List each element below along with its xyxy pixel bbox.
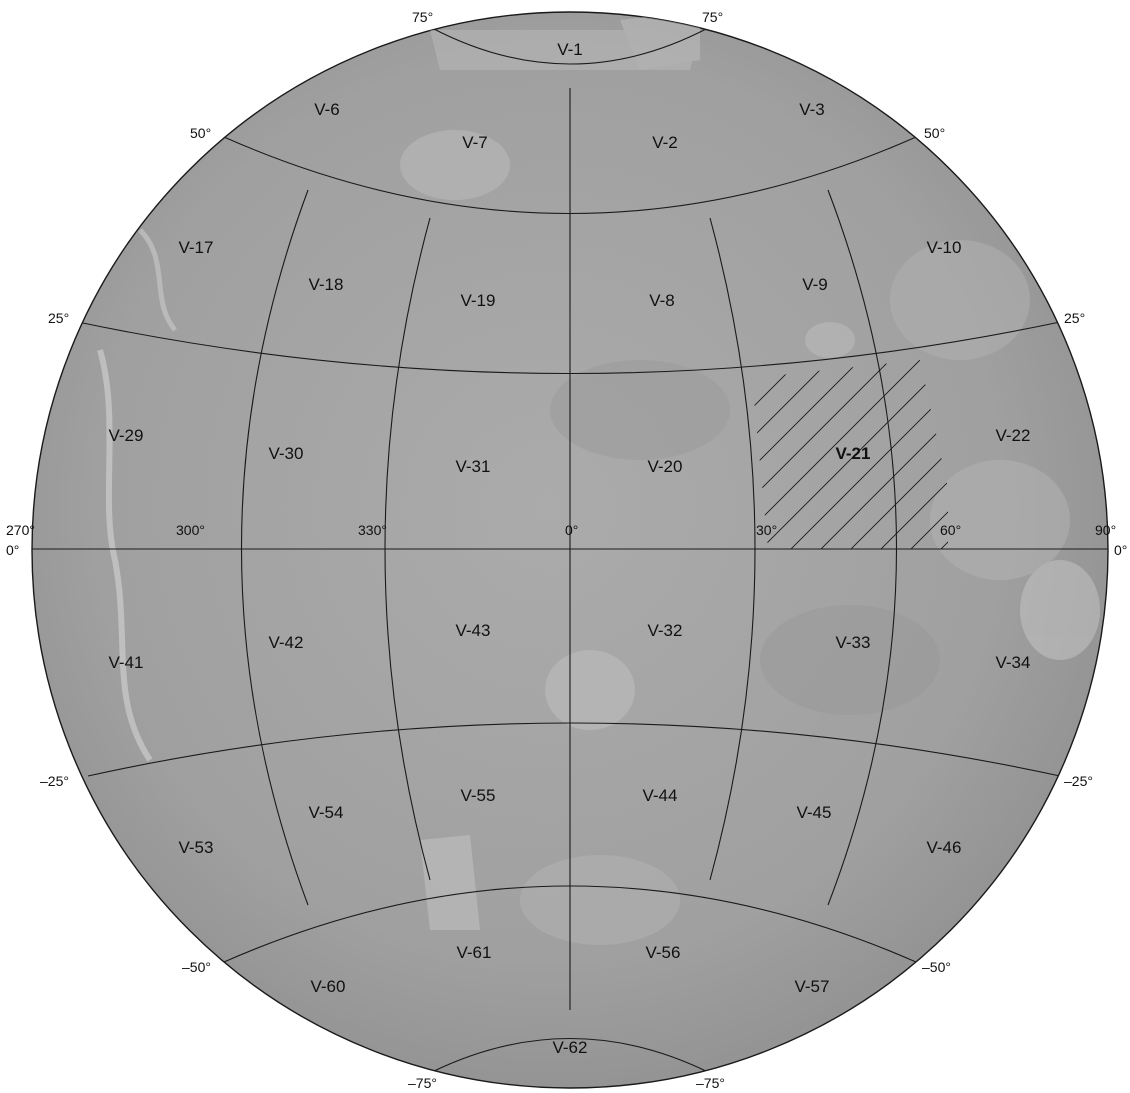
label-v29: V-29 xyxy=(109,426,144,445)
longitude-labels: 270° 300° 330° 0° 30° 60° 90° xyxy=(6,522,1116,538)
latitude-labels: 75° 75° 50° 50° 25° 25° 0° 0° –25° –25° … xyxy=(6,9,1127,1091)
lat-label-s25-right: –25° xyxy=(1064,773,1093,789)
label-v43: V-43 xyxy=(456,621,491,640)
label-v31: V-31 xyxy=(456,457,491,476)
label-v53: V-53 xyxy=(179,838,214,857)
label-v42: V-42 xyxy=(269,633,304,652)
lon-label-30: 30° xyxy=(756,522,777,538)
lat-label-n75-right: 75° xyxy=(702,9,723,25)
label-v54: V-54 xyxy=(309,803,344,822)
label-v41: V-41 xyxy=(109,653,144,672)
label-v62: V-62 xyxy=(553,1038,588,1057)
lon-label-90: 90° xyxy=(1095,522,1116,538)
lat-label-s25-left: –25° xyxy=(40,773,69,789)
label-v61: V-61 xyxy=(457,943,492,962)
lat-label-eq-right: 0° xyxy=(1114,542,1127,558)
label-v18: V-18 xyxy=(309,275,344,294)
lon-label-300: 300° xyxy=(176,522,205,538)
graticule xyxy=(32,27,1108,1073)
lat-label-s75-left: –75° xyxy=(408,1075,437,1091)
surface-texture xyxy=(97,12,1100,945)
label-v22: V-22 xyxy=(996,426,1031,445)
lat-label-eq-left: 0° xyxy=(6,542,19,558)
label-v19: V-19 xyxy=(461,291,496,310)
lon-label-270: 270° xyxy=(6,522,35,538)
label-v33: V-33 xyxy=(836,633,871,652)
label-v8: V-8 xyxy=(649,291,675,310)
lat-label-n50-right: 50° xyxy=(924,125,945,141)
label-v21: V-21 xyxy=(836,444,871,463)
label-v44: V-44 xyxy=(643,786,678,805)
label-v1: V-1 xyxy=(557,40,583,59)
label-v56: V-56 xyxy=(646,943,681,962)
lat-label-n25-right: 25° xyxy=(1064,310,1085,326)
label-v6: V-6 xyxy=(314,100,340,119)
label-v20: V-20 xyxy=(648,457,683,476)
quadrangle-labels: V-1 V-2 V-3 V-6 V-7 V-8 V-9 V-10 V-17 V-… xyxy=(109,40,1031,1057)
label-v60: V-60 xyxy=(311,977,346,996)
label-v7: V-7 xyxy=(462,133,488,152)
label-v17: V-17 xyxy=(179,238,214,257)
label-v30: V-30 xyxy=(269,444,304,463)
lat-label-s75-right: –75° xyxy=(696,1075,725,1091)
lat-label-n50-left: 50° xyxy=(190,125,211,141)
lat-label-n75-left: 75° xyxy=(412,9,433,25)
label-v9: V-9 xyxy=(802,275,828,294)
label-v55: V-55 xyxy=(461,786,496,805)
label-v45: V-45 xyxy=(797,803,832,822)
label-v46: V-46 xyxy=(927,838,962,857)
lon-label-330: 330° xyxy=(358,522,387,538)
label-v10: V-10 xyxy=(927,238,962,257)
lat-label-n25-left: 25° xyxy=(48,310,69,326)
lon-label-60: 60° xyxy=(940,522,961,538)
label-v2: V-2 xyxy=(652,133,678,152)
lat-label-s50-right: –50° xyxy=(922,959,951,975)
lat-label-s50-left: –50° xyxy=(182,959,211,975)
label-v34: V-34 xyxy=(996,653,1031,672)
lon-label-0: 0° xyxy=(565,522,578,538)
label-v3: V-3 xyxy=(799,100,825,119)
label-v32: V-32 xyxy=(648,621,683,640)
label-v57: V-57 xyxy=(795,977,830,996)
